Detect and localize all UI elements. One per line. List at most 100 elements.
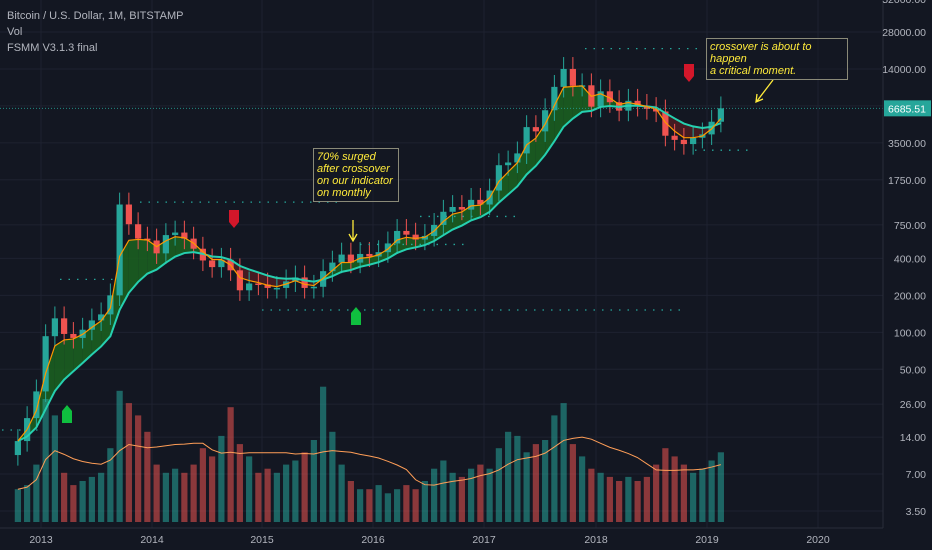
volume-bar <box>310 440 317 522</box>
indicator-fill <box>54 339 65 392</box>
candle-body <box>125 204 132 225</box>
candle-body <box>514 153 521 163</box>
indicator-fill <box>563 86 573 127</box>
volume-bar <box>135 415 142 522</box>
volume-bar <box>98 472 105 522</box>
volume-bar <box>292 460 299 522</box>
price-tick-label: 750.00 <box>894 220 926 232</box>
volume-study-label[interactable]: Vol <box>7 26 23 38</box>
time-tick-label: 2014 <box>140 534 164 546</box>
fast-indicator-line <box>17 85 722 442</box>
candle-body <box>495 165 502 191</box>
volume-bar <box>366 489 373 522</box>
volume-bar <box>338 464 345 522</box>
candle-body <box>347 254 354 263</box>
candle-body <box>338 254 345 263</box>
volume-bar <box>190 464 197 522</box>
candle-body <box>662 111 669 136</box>
candle-body <box>717 108 724 122</box>
candle-body <box>523 127 530 154</box>
candle-body <box>403 230 410 235</box>
candle-body <box>51 318 58 337</box>
indicator-fill <box>406 237 416 250</box>
candle-body <box>310 286 317 289</box>
volume-bar <box>264 468 271 522</box>
volume-bar <box>653 464 660 522</box>
annotation-line: 70% surged <box>317 151 376 163</box>
candle-body <box>384 243 391 253</box>
symbol-title[interactable]: Bitcoin / U.S. Dollar, 1M, BITSTAMP <box>7 10 184 22</box>
volume-bar <box>162 472 169 522</box>
candle-body <box>634 100 641 106</box>
indicator-fill <box>175 236 185 257</box>
volume-bar <box>172 468 179 522</box>
price-tick-label: 14000.00 <box>882 64 926 76</box>
volume-bar <box>394 489 401 522</box>
volume-bar <box>384 493 391 522</box>
candle-body <box>61 318 68 334</box>
candle-body <box>209 260 216 268</box>
candle-body <box>690 137 697 145</box>
volume-bar <box>125 403 132 522</box>
candle-body <box>449 206 456 212</box>
volume-bar <box>283 464 290 522</box>
annotation-arrow-icon <box>755 79 774 104</box>
candle-body <box>412 234 419 240</box>
volume-bar <box>421 481 428 522</box>
candle-body <box>14 441 21 456</box>
volume-bar <box>51 415 58 522</box>
volume-bar <box>246 456 253 522</box>
volume-bar <box>79 481 86 522</box>
time-tick-label: 2020 <box>806 534 830 546</box>
volume-bar <box>227 407 234 522</box>
candle-body <box>458 206 465 210</box>
indicator-fill <box>535 124 546 166</box>
indicator-fill <box>545 105 555 155</box>
volume-bar <box>551 415 558 522</box>
time-axis <box>0 528 932 550</box>
candle-body <box>273 287 280 290</box>
buy-marker-icon <box>62 405 72 423</box>
indicator-label[interactable]: FSMM V3.1.3 final <box>7 42 98 54</box>
sell-marker-icon <box>684 64 694 82</box>
candle-body <box>569 68 576 86</box>
candle-body <box>477 199 484 205</box>
volume-bar <box>477 464 484 522</box>
candle-body <box>98 314 105 321</box>
annotation-line: on monthly <box>317 187 371 199</box>
time-tick-label: 2016 <box>361 534 385 546</box>
volume-bar <box>153 464 160 522</box>
price-axis <box>883 0 932 550</box>
volume-bar <box>24 485 31 522</box>
indicator-fill <box>138 239 148 282</box>
candle-body <box>264 284 271 288</box>
candle-body <box>680 139 687 145</box>
annotation-line: a critical moment. <box>710 65 797 77</box>
volume-bar <box>273 472 280 522</box>
price-tick-label: 3.50 <box>906 506 927 518</box>
annotation-arrow-icon <box>348 220 358 243</box>
indicator-fill <box>128 239 139 293</box>
candle-body <box>440 211 447 225</box>
annotation-surge: 70% surged after crossover on our indica… <box>313 148 399 202</box>
price-tick-label: 14.00 <box>900 432 926 444</box>
volume-bar <box>569 444 576 522</box>
volume-bar <box>347 481 354 522</box>
price-tick-label: 50.00 <box>900 364 926 376</box>
volume-bar <box>708 460 715 522</box>
volume-bar <box>116 390 123 522</box>
candle-body <box>70 333 77 338</box>
volume-bar <box>320 386 327 522</box>
annotation-line: crossover is about to happen <box>710 41 812 65</box>
volume-bar <box>301 452 308 522</box>
volume-bar <box>33 464 40 522</box>
candle-body <box>468 199 475 210</box>
indicator-fill <box>73 334 83 372</box>
volume-bar <box>88 476 95 522</box>
volume-bar <box>61 472 68 522</box>
candle-body <box>283 281 290 288</box>
time-tick-label: 2017 <box>472 534 496 546</box>
price-tick-label: 1750.00 <box>888 175 926 187</box>
